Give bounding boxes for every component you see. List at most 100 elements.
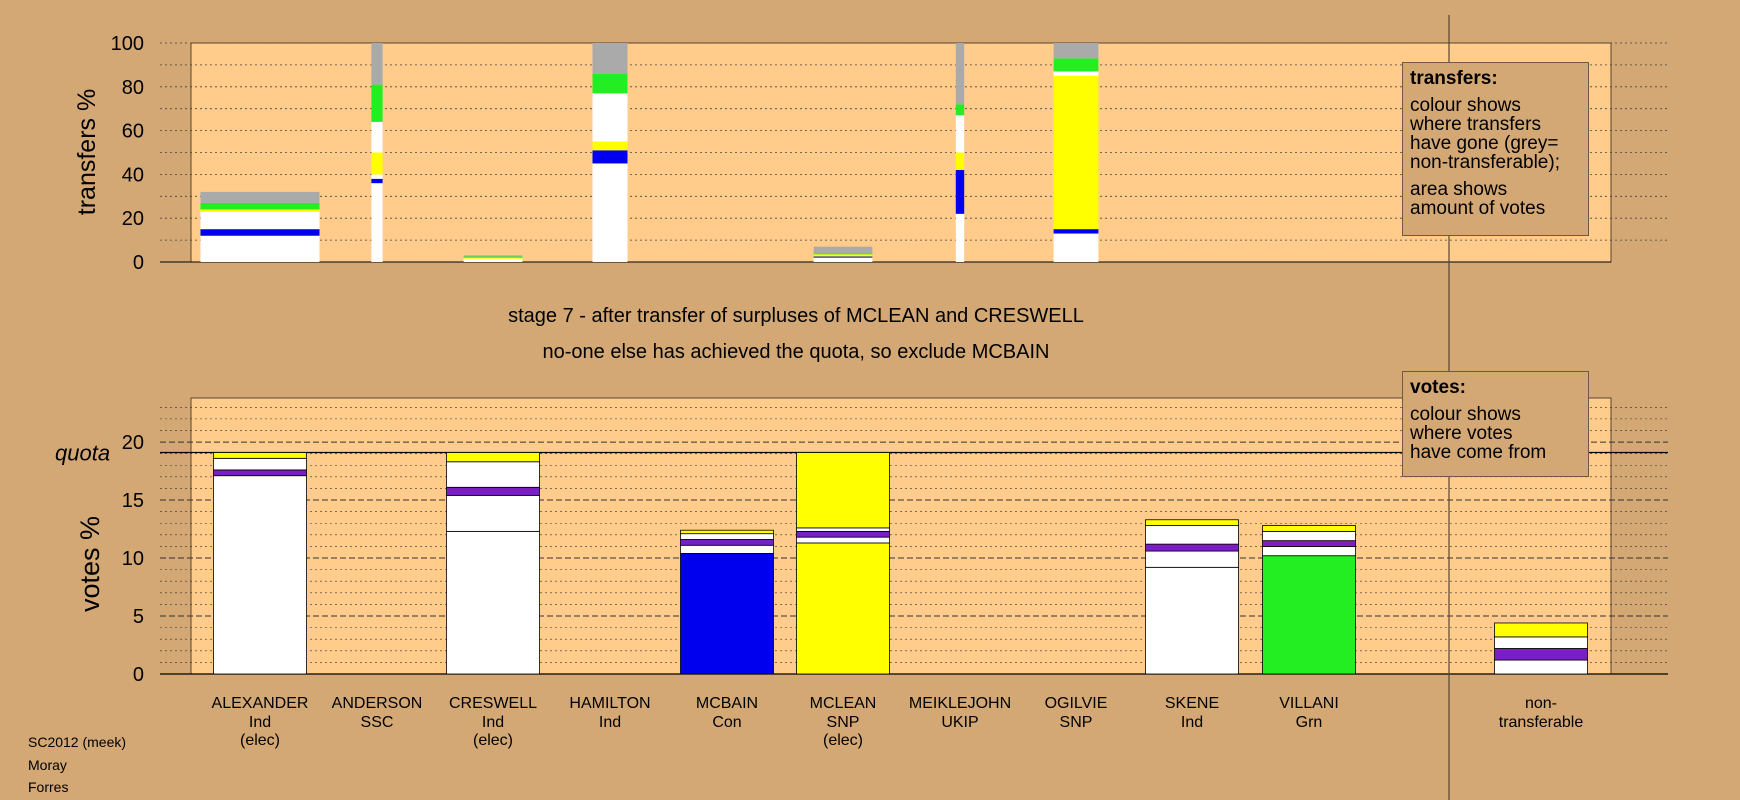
transfer-segment bbox=[813, 257, 873, 262]
transfer-segment bbox=[592, 43, 628, 74]
vote-segment bbox=[1262, 530, 1356, 542]
votes-legend-line: colour shows bbox=[1410, 404, 1521, 425]
candidate-elected: (elec) bbox=[823, 732, 863, 749]
candidate-name: ALEXANDER bbox=[212, 695, 309, 712]
votes-y-tick-label: 20 bbox=[122, 432, 144, 454]
transfer-segment bbox=[813, 256, 873, 258]
vote-segment bbox=[1145, 543, 1239, 552]
candidate-name: MCLEAN bbox=[810, 695, 877, 712]
vote-segment bbox=[446, 452, 540, 463]
transfer-segment bbox=[955, 115, 965, 153]
vote-segment bbox=[1262, 546, 1356, 557]
vote-segment bbox=[680, 539, 774, 546]
vote-segment bbox=[680, 529, 774, 535]
candidate-party: SNP bbox=[1060, 714, 1093, 731]
transfer-segment bbox=[200, 235, 320, 262]
transfer-segment bbox=[371, 178, 383, 184]
vote-segment bbox=[796, 542, 890, 675]
candidate-party: SNP bbox=[827, 714, 860, 731]
vote-segment bbox=[213, 457, 307, 471]
votes-y-tick-label: 10 bbox=[122, 548, 144, 570]
transfer-segment bbox=[955, 152, 965, 171]
candidate-name: MEIKLEJOHN bbox=[909, 695, 1011, 712]
transfer-segment bbox=[1053, 233, 1099, 262]
vote-segment bbox=[1262, 555, 1356, 675]
candidate-name: SKENE bbox=[1165, 695, 1219, 712]
transfers-y-tick-label: 60 bbox=[122, 121, 144, 143]
transfers-legend-line: area shows bbox=[1410, 179, 1508, 200]
transfer-segment bbox=[592, 93, 628, 142]
vote-segment bbox=[796, 452, 890, 529]
candidate-party: Ind bbox=[1181, 714, 1203, 731]
transfer-segment bbox=[955, 170, 965, 214]
transfer-segment bbox=[1053, 229, 1099, 234]
non-transferable-segment bbox=[1494, 622, 1588, 638]
transfer-segment bbox=[813, 254, 873, 257]
vote-segment bbox=[446, 461, 540, 488]
votes-y-tick-label: 15 bbox=[122, 490, 144, 512]
transfer-segment bbox=[955, 213, 965, 262]
transfer-segment bbox=[371, 152, 383, 175]
transfers-y-tick-label: 40 bbox=[122, 164, 144, 186]
candidate-name: OGILVIE bbox=[1045, 695, 1108, 712]
footer-ward: Forres bbox=[28, 779, 69, 795]
transfer-segment bbox=[813, 253, 873, 255]
transfer-segment bbox=[200, 229, 320, 236]
transfer-segment bbox=[200, 211, 320, 230]
candidate-party: Con bbox=[712, 714, 741, 731]
transfers-legend-line: non-transferable); bbox=[1410, 152, 1560, 173]
transfers-legend-line: amount of votes bbox=[1410, 198, 1546, 219]
stage-subtitle: no-one else has achieved the quota, so e… bbox=[543, 341, 1050, 363]
transfers-y-tick-label: 20 bbox=[122, 208, 144, 230]
transfer-segment bbox=[1053, 71, 1099, 76]
candidate-name: CRESWELL bbox=[449, 695, 537, 712]
candidate-name: ANDERSON bbox=[332, 695, 423, 712]
vote-segment bbox=[446, 486, 540, 496]
transfer-segment bbox=[592, 150, 628, 164]
transfer-segment bbox=[463, 256, 523, 258]
transfer-segment bbox=[371, 183, 383, 262]
vote-segment bbox=[1262, 525, 1356, 532]
transfer-segment bbox=[463, 255, 523, 257]
candidate-name: VILLANI bbox=[1279, 695, 1339, 712]
transfers-y-tick-label: 0 bbox=[133, 252, 144, 274]
transfer-segment bbox=[1053, 58, 1099, 72]
transfers-y-axis-label: transfers % bbox=[73, 89, 101, 215]
transfer-segment bbox=[371, 174, 383, 179]
votes-legend: votes: colour shows where votes have com… bbox=[1402, 371, 1589, 477]
transfer-segment bbox=[592, 141, 628, 151]
transfer-segment bbox=[1053, 43, 1099, 59]
transfer-segment bbox=[955, 43, 965, 105]
transfer-segment bbox=[200, 209, 320, 212]
candidate-party: SSC bbox=[361, 714, 394, 731]
vote-segment bbox=[213, 475, 307, 675]
vote-segment bbox=[1145, 525, 1239, 545]
quota-label: quota bbox=[55, 441, 110, 466]
candidate-party: Grn bbox=[1296, 714, 1323, 731]
candidate-elected: (elec) bbox=[240, 732, 280, 749]
votes-legend-line: have come from bbox=[1410, 442, 1547, 463]
stage-title: stage 7 - after transfer of surpluses of… bbox=[508, 305, 1084, 327]
candidate-elected: (elec) bbox=[473, 732, 513, 749]
votes-plot-area bbox=[190, 397, 1612, 675]
transfers-legend-line: where transfers bbox=[1410, 114, 1541, 135]
vote-segment bbox=[1145, 566, 1239, 675]
non-transferable-segment bbox=[1494, 648, 1588, 661]
footer-election: SC2012 (meek) bbox=[28, 734, 127, 750]
transfer-segment bbox=[200, 191, 320, 203]
non-transferable-segment bbox=[1494, 636, 1588, 649]
vote-segment bbox=[1145, 519, 1239, 526]
vote-segment bbox=[680, 544, 774, 554]
vote-segment bbox=[1145, 550, 1239, 568]
non-transferable-segment bbox=[1494, 659, 1588, 675]
votes-legend-title: votes: bbox=[1410, 377, 1466, 398]
vote-segment bbox=[796, 527, 890, 532]
non-transferable-label: non- bbox=[1525, 695, 1557, 712]
votes-y-tick-label: 0 bbox=[133, 664, 144, 686]
transfer-segment bbox=[592, 73, 628, 94]
transfer-segment bbox=[1053, 75, 1099, 230]
transfer-segment bbox=[592, 163, 628, 262]
transfer-segment bbox=[463, 258, 523, 262]
vote-segment bbox=[446, 530, 540, 675]
